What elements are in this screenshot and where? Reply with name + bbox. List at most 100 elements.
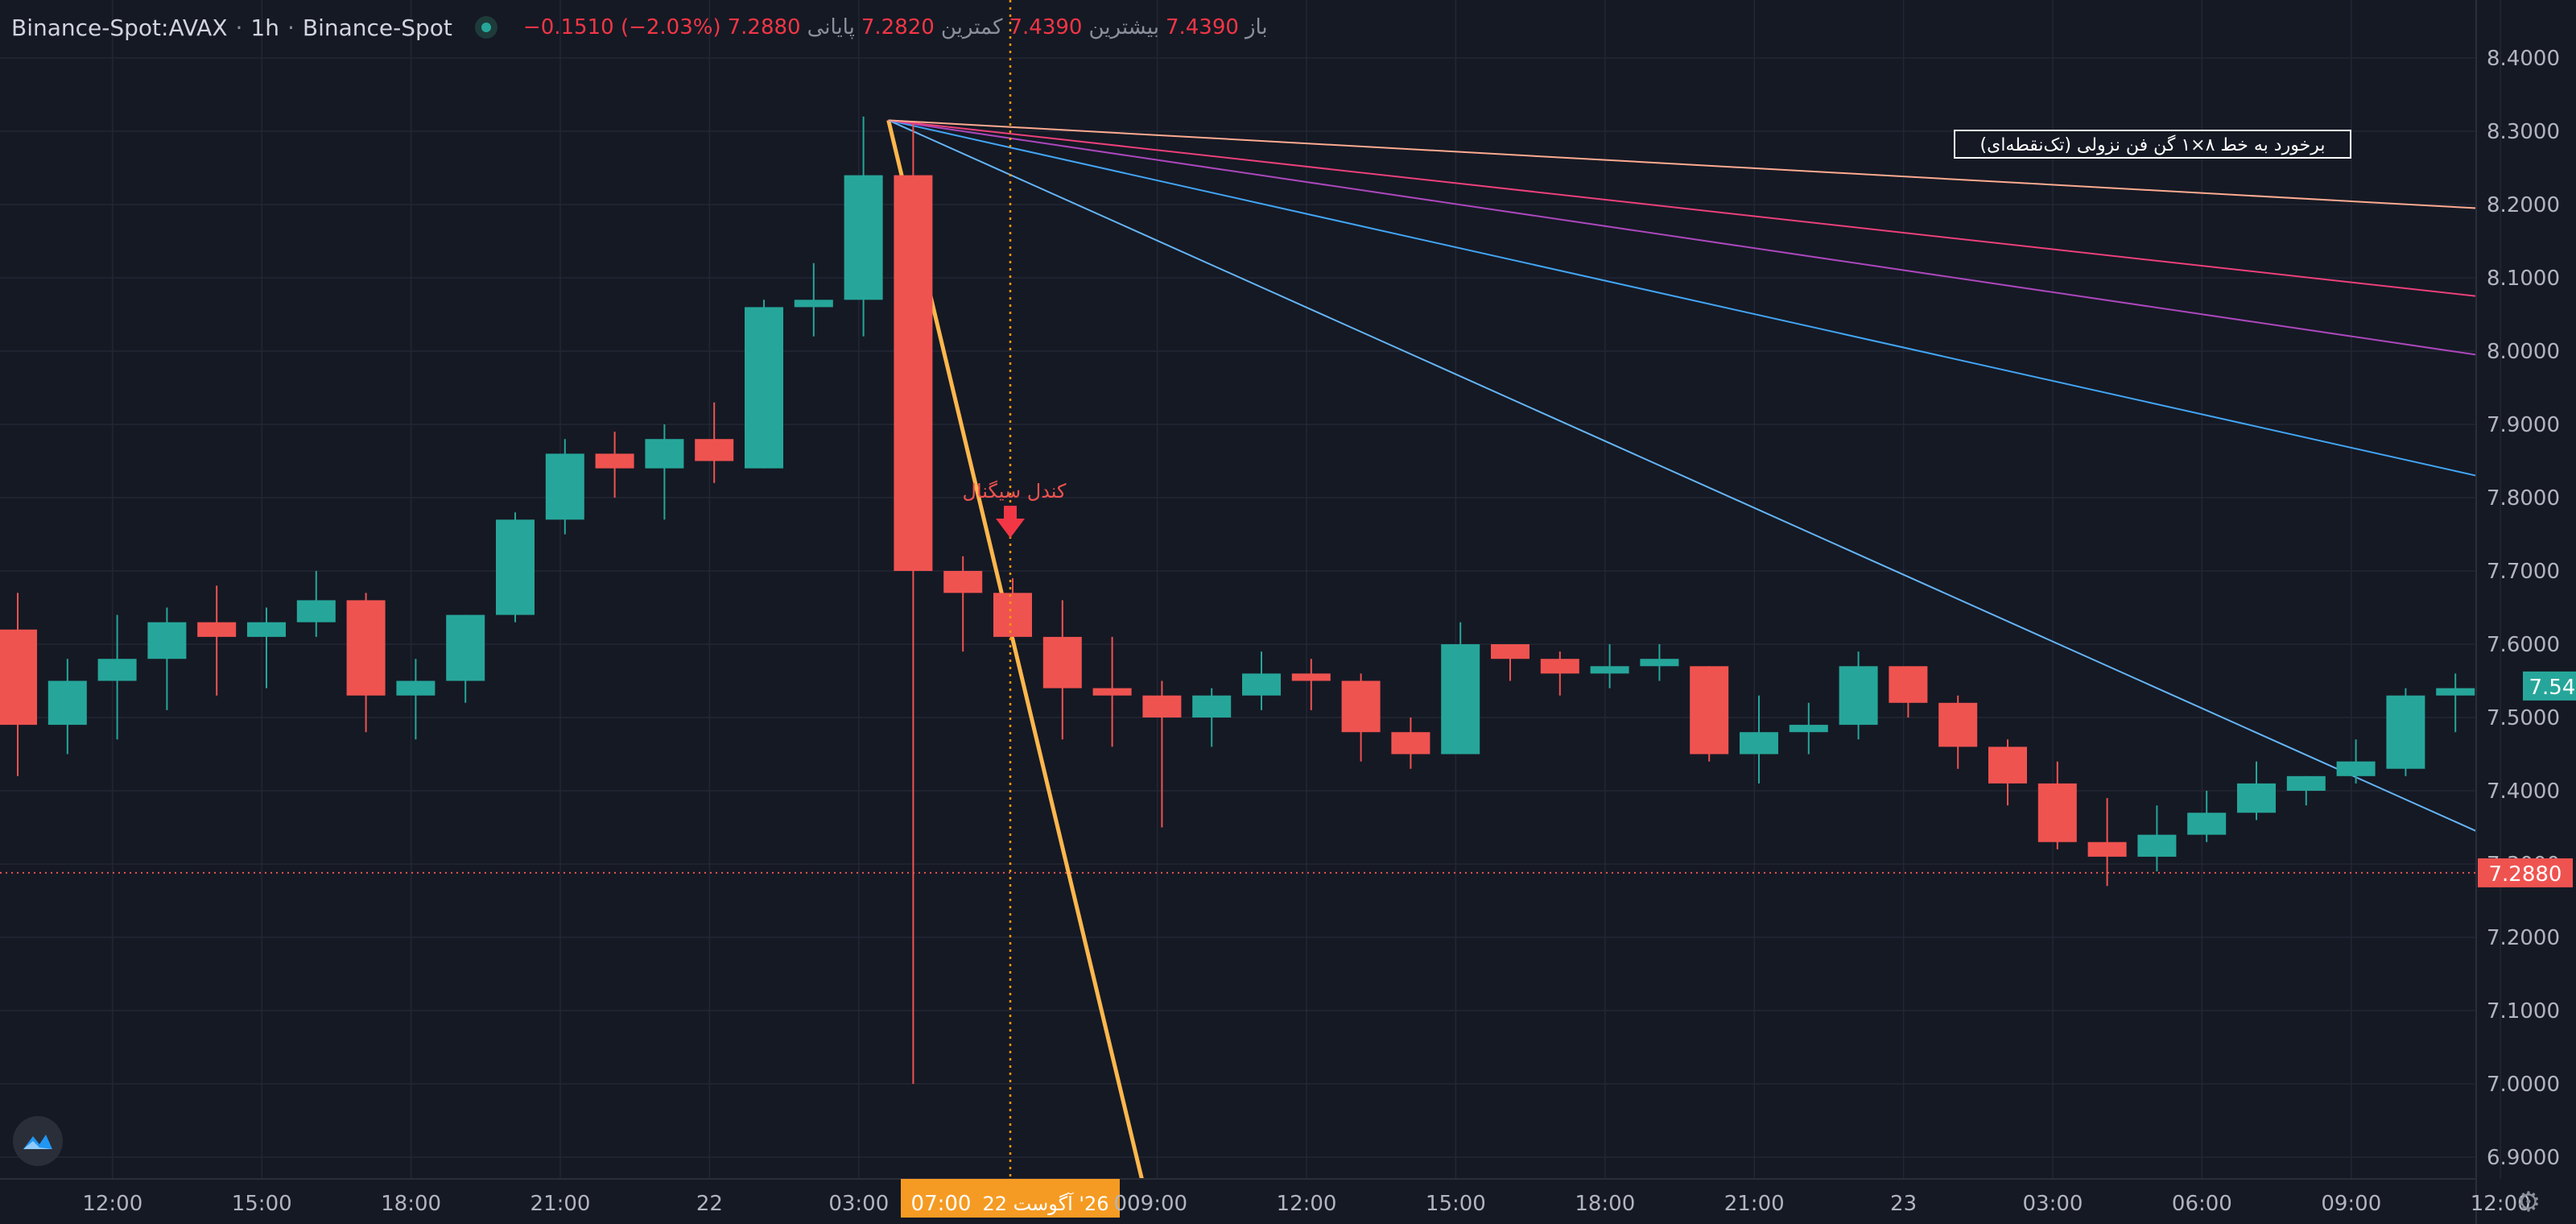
time-tick-label: 22 — [696, 1192, 723, 1216]
crosshair-date-label: 26' آگوست 22 — [982, 1192, 1108, 1215]
price-tick-label: 7.9000 — [2487, 413, 2560, 437]
time-tick-label: 12:00 — [82, 1192, 142, 1216]
price-tick-label: 7.0000 — [2487, 1073, 2560, 1097]
time-tick-label: 15:00 — [232, 1192, 292, 1216]
time-tick-label-partial: 00 — [1113, 1192, 1140, 1216]
crosshair-time-label: 07:00 — [911, 1192, 972, 1216]
chart-grid — [0, 0, 2501, 1179]
candle-body — [1042, 636, 1082, 688]
gann-fan-line — [888, 119, 2477, 209]
symbol-header: Binance-Spot:AVAX · 1h · Binance-Spot با… — [11, 11, 1268, 43]
candle-body — [0, 629, 37, 726]
price-axis[interactable]: 8.4000 8.3000 8.2000 8.1000 8.0000 7.9000 7.80… — [2475, 0, 2576, 1224]
last-close-label: 7.2880 — [2489, 862, 2562, 887]
symbol-name[interactable]: Binance-Spot:AVAX — [11, 14, 228, 41]
candles — [0, 116, 2475, 1084]
interval-label[interactable]: 1h — [250, 14, 279, 41]
crosshair-time-marker — [901, 1179, 1120, 1218]
price-tick-label: 8.2000 — [2487, 193, 2560, 217]
ohlc-values: باز 7.4390 بیشترین 7.4390 کمترین 7.2820 … — [515, 15, 1268, 39]
current-price-marker — [2523, 671, 2576, 701]
candle-body — [1789, 725, 1828, 733]
candle-body — [1341, 680, 1381, 733]
chart-overlays: برخورد به خط ۸×۱ گن فن نزولی (تک‌نقطه‌ای… — [0, 0, 2476, 1179]
gann-fan-line — [888, 119, 2477, 356]
open-value: 7.4390 — [1165, 15, 1239, 39]
candle-body — [1291, 673, 1331, 681]
price-tick-label: 7.1000 — [2487, 999, 2560, 1023]
candle-body — [695, 439, 734, 461]
close-value: 7.2880 — [727, 15, 801, 39]
last-close-marker — [2478, 858, 2573, 887]
candle-body — [943, 571, 983, 593]
candle-body — [2037, 783, 2077, 842]
low-value: 7.2820 — [861, 15, 935, 39]
candle-body — [496, 519, 535, 615]
close-label: پایانی — [807, 15, 855, 39]
candle-body — [2237, 783, 2276, 813]
annotation-box — [1954, 130, 2351, 159]
candle-body — [645, 439, 684, 469]
gann-fan[interactable] — [886, 119, 2477, 1180]
candle-body — [1690, 666, 1729, 755]
candle-body — [894, 175, 933, 571]
price-tick-label: 6.9000 — [2487, 1146, 2560, 1170]
candle-body — [2286, 775, 2326, 791]
candle-body — [1938, 702, 1978, 747]
candle-body — [844, 175, 883, 300]
candle-body — [1491, 644, 1530, 660]
candle-body — [1391, 732, 1430, 755]
header-separator-2: · — [287, 14, 295, 41]
candle-body — [2436, 688, 2475, 696]
candle-body — [1092, 688, 1132, 696]
time-tick-label: 12:00 — [2471, 1192, 2531, 1216]
candle-body — [147, 622, 187, 660]
time-axis[interactable]: 12:00 15:00 18:00 21:00 22 03:00 09:00 12:00 15:… — [0, 1178, 2531, 1218]
candle-body — [2187, 813, 2227, 835]
candle-body — [1540, 659, 1579, 674]
market-status-icon[interactable] — [474, 16, 497, 39]
candle-body — [794, 300, 833, 308]
price-tick-label: 8.3000 — [2487, 120, 2560, 144]
candle-body — [545, 453, 584, 520]
candle-body — [1441, 644, 1480, 755]
current-price-label: 7.5430 — [2529, 676, 2576, 700]
price-tick-label: 7.6000 — [2487, 633, 2560, 657]
price-tick-label: 7.4000 — [2487, 779, 2560, 804]
tradingview-logo-icon[interactable] — [13, 1116, 63, 1166]
candle-body — [346, 600, 386, 696]
price-tick-label: 7.2000 — [2487, 926, 2560, 950]
candle-body — [1192, 695, 1232, 717]
time-tick-label: 03:00 — [2023, 1192, 2083, 1216]
candle-body — [1640, 659, 1679, 667]
time-tick-label: 06:00 — [2172, 1192, 2232, 1216]
time-tick-label: 12:00 — [1277, 1192, 1337, 1216]
gann-fan-line — [888, 119, 2477, 832]
time-tick-label: 09:00 — [2321, 1192, 2381, 1216]
signal-arrow-head-icon — [996, 519, 1025, 539]
header-separator: · — [235, 14, 243, 41]
candle-body — [396, 680, 436, 696]
high-label: بیشترین — [1088, 15, 1159, 39]
candle-body — [446, 614, 485, 681]
gann-fan-line — [888, 119, 2477, 297]
candle-body — [1242, 673, 1281, 696]
candle-body — [2386, 695, 2425, 769]
exchange-label: Binance-Spot — [302, 14, 452, 41]
time-tick-label: 23 — [1890, 1192, 1917, 1216]
change-value: −0.1510 (−2.03%) — [522, 15, 721, 39]
candle-body — [97, 659, 137, 681]
time-tick-label: 09:00 — [1127, 1192, 1187, 1216]
annotation-box-text: برخورد به خط ۸×۱ گن فن نزولی (تک‌نقطه‌ای… — [1980, 134, 2326, 155]
gann-fan-line — [888, 119, 2477, 477]
candle-body — [993, 593, 1032, 637]
settings-gear-icon[interactable]: ⚙ — [2516, 1186, 2541, 1218]
candle-body — [2336, 761, 2376, 776]
time-tick-label: 03:00 — [828, 1192, 889, 1216]
candle-body — [1740, 732, 1778, 755]
time-tick-label: 18:00 — [381, 1192, 441, 1216]
candle-body — [1142, 695, 1182, 717]
time-tick-label: 21:00 — [1724, 1192, 1785, 1216]
time-tick-label: 21:00 — [530, 1192, 591, 1216]
